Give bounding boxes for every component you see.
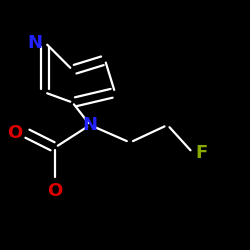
Text: N: N bbox=[82, 116, 98, 134]
Text: O: O bbox=[7, 124, 22, 142]
Text: F: F bbox=[195, 144, 207, 162]
Text: N: N bbox=[28, 34, 42, 52]
Text: O: O bbox=[48, 182, 62, 200]
